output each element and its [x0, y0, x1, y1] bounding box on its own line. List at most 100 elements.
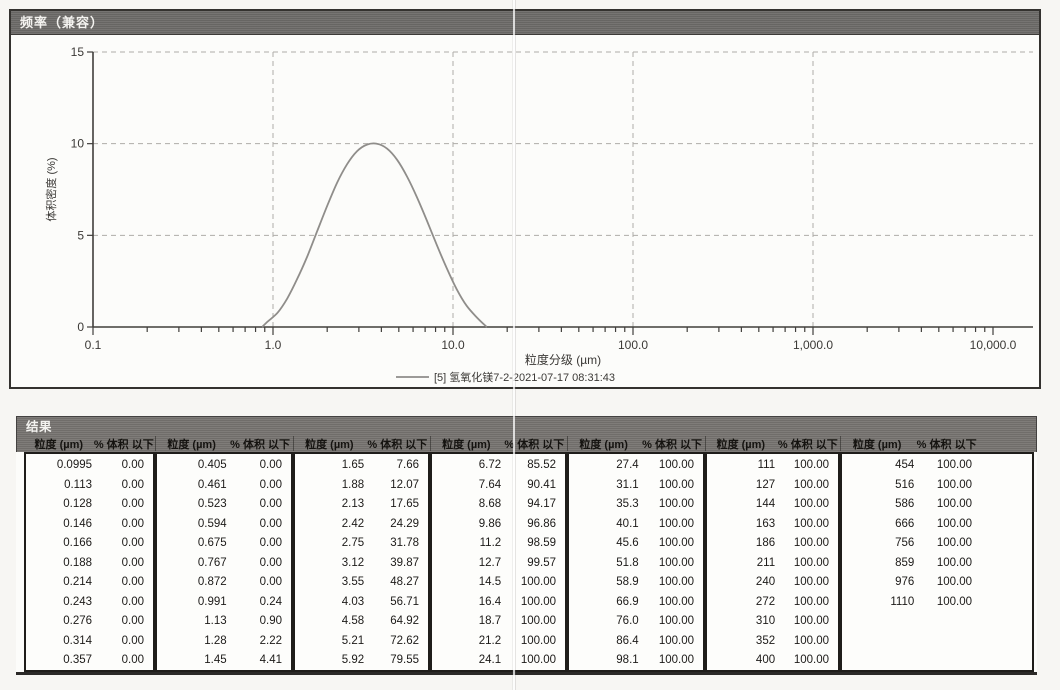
svg-text:0.1: 0.1 — [85, 338, 102, 352]
table-row: 1110 100.00 — [842, 593, 981, 613]
result-column-group: 1.65 7.66 1.88 12.07 2.13 17.65 2.42 24.29 2.75 3… — [293, 452, 430, 672]
size-value: 2.42 — [341, 517, 365, 530]
size-value: 0.214 — [63, 576, 93, 588]
results-column-headers: 粒度 (µm)% 体积 以下 粒度 (µm)% 体积 以下 粒度 (µm)% 体积 … — [17, 434, 1036, 453]
svg-text:1,000.0: 1,000.0 — [793, 338, 833, 352]
size-value: 756 — [895, 537, 915, 549]
axes — [92, 52, 1033, 328]
size-value: 0.113 — [64, 478, 93, 491]
size-value: 4.58 — [341, 615, 365, 627]
gridlines — [93, 51, 1033, 327]
pct-value: 56.71 — [390, 595, 419, 608]
pct-value: 0.00 — [259, 576, 282, 588]
chart-title: 频率（兼容） — [20, 15, 105, 30]
pct-value: 100.00 — [936, 537, 972, 549]
results-header-bar: 结果 粒度 (µm)% 体积 以下 粒度 (µm)% 体积 以下 粒度 (µm)% … — [16, 416, 1037, 452]
size-value: 0.128 — [63, 498, 93, 510]
pct-value: 100.00 — [658, 595, 694, 608]
column-group-header: 粒度 (µm) % 体积 以下 — [431, 436, 568, 451]
size-value: 859 — [895, 556, 915, 569]
size-value: 454 — [895, 459, 915, 471]
y-axis-title: 体积密度 (%) — [44, 157, 58, 221]
svg-text:5: 5 — [77, 228, 84, 242]
svg-text:10.0: 10.0 — [441, 338, 465, 352]
pct-value: 100.00 — [658, 634, 694, 647]
size-value: 1.28 — [204, 634, 227, 647]
size-value: 5.92 — [341, 654, 365, 666]
pct-header: % 体积 以下 — [642, 438, 703, 451]
size-value: 127 — [755, 478, 776, 491]
column-group-header: 粒度 (µm) % 体积 以下 — [706, 436, 841, 451]
pct-value: 4.41 — [259, 654, 282, 666]
size-value: 0.0995 — [56, 459, 93, 471]
svg-text:10,000.0: 10,000.0 — [970, 338, 1017, 352]
size-value: 1.13 — [204, 615, 227, 627]
result-column-group: 27.4 100.00 31.1 100.00 35.3 100.00 40.1 100.00… — [567, 452, 705, 672]
pct-value: 0.00 — [121, 576, 144, 588]
table-row: 111 100.00 — [707, 456, 838, 476]
results-title: 结果 — [26, 420, 53, 434]
size-value: 45.6 — [616, 537, 639, 549]
size-value: 0.523 — [197, 498, 227, 510]
table-row: 98.1 100.00 — [569, 651, 703, 671]
size-value: 35.3 — [616, 498, 639, 510]
pct-value: 100.00 — [658, 556, 694, 569]
size-value: 0.461 — [197, 478, 227, 491]
table-row: 0.0995 0.00 — [26, 456, 153, 476]
table-row: 6.72 85.52 — [432, 456, 565, 476]
size-value: 4.03 — [341, 595, 365, 608]
table-row: 0.113 0.00 — [26, 476, 153, 496]
pct-header: % 体积 以下 — [230, 438, 291, 451]
pct-value: 0.00 — [259, 459, 282, 471]
pct-value: 100.00 — [936, 459, 972, 471]
pct-value: 39.87 — [390, 556, 419, 569]
size-value: 66.9 — [616, 595, 639, 608]
size-header: 粒度 (µm) — [167, 438, 216, 451]
table-row: 51.8 100.00 — [569, 554, 703, 574]
result-column-group: 0.405 0.00 0.461 0.00 0.523 0.00 0.594 0.00 0.67… — [155, 452, 293, 672]
table-row: 2.75 31.78 — [295, 534, 428, 554]
size-value: 586 — [895, 498, 915, 510]
pct-value: 100.00 — [793, 537, 829, 549]
table-row: 0.357 0.00 — [26, 651, 153, 671]
table-row: 24.1 100.00 — [432, 651, 565, 671]
size-value: 8.68 — [478, 498, 502, 510]
size-value: 352 — [755, 634, 776, 647]
pct-value: 96.86 — [527, 517, 556, 530]
size-header: 粒度 (µm) — [579, 438, 628, 451]
pct-value: 0.24 — [259, 595, 282, 608]
pct-value: 100.00 — [793, 595, 829, 608]
pct-value: 100.00 — [793, 615, 829, 627]
table-row: 163 100.00 — [707, 515, 838, 535]
table-row: 454 100.00 — [842, 456, 981, 476]
table-row: 31.1 100.00 — [569, 476, 703, 496]
size-value: 3.55 — [341, 576, 365, 588]
table-row: 2.42 24.29 — [295, 515, 428, 535]
table-row: 756 100.00 — [842, 534, 981, 554]
table-row: 4.03 56.71 — [295, 593, 428, 613]
size-value: 240 — [755, 576, 776, 588]
size-header: 粒度 (µm) — [442, 438, 491, 451]
size-value: 0.146 — [63, 517, 93, 530]
pct-value: 0.00 — [121, 517, 144, 530]
pct-value: 0.00 — [121, 556, 144, 569]
pct-value: 100.00 — [793, 517, 829, 530]
size-value: 111 — [757, 459, 776, 471]
pct-value: 12.07 — [390, 478, 419, 491]
chart-title-bar: 频率（兼容） — [11, 11, 1039, 35]
table-row: 586 100.00 — [842, 495, 981, 515]
result-column-group: 454 100.00 516 100.00 586 100.00 666 100.00 756 1… — [840, 452, 1034, 672]
pct-value: 100.00 — [936, 556, 972, 569]
size-value: 0.594 — [197, 517, 227, 530]
pct-value: 100.00 — [520, 595, 556, 608]
chart-legend: [5] 氢氧化镁7-2-2021-07-17 08:31:43 — [396, 370, 615, 384]
column-group-header: 粒度 (µm) % 体积 以下 — [568, 436, 706, 451]
table-row: 11.2 98.59 — [432, 534, 565, 554]
table-row: 127 100.00 — [707, 476, 838, 496]
pct-value: 0.00 — [259, 556, 282, 569]
table-row: 0.214 0.00 — [26, 573, 153, 593]
pct-value: 64.92 — [390, 615, 419, 627]
column-group-header: 粒度 (µm) % 体积 以下 — [156, 436, 294, 451]
size-value: 144 — [755, 498, 776, 510]
